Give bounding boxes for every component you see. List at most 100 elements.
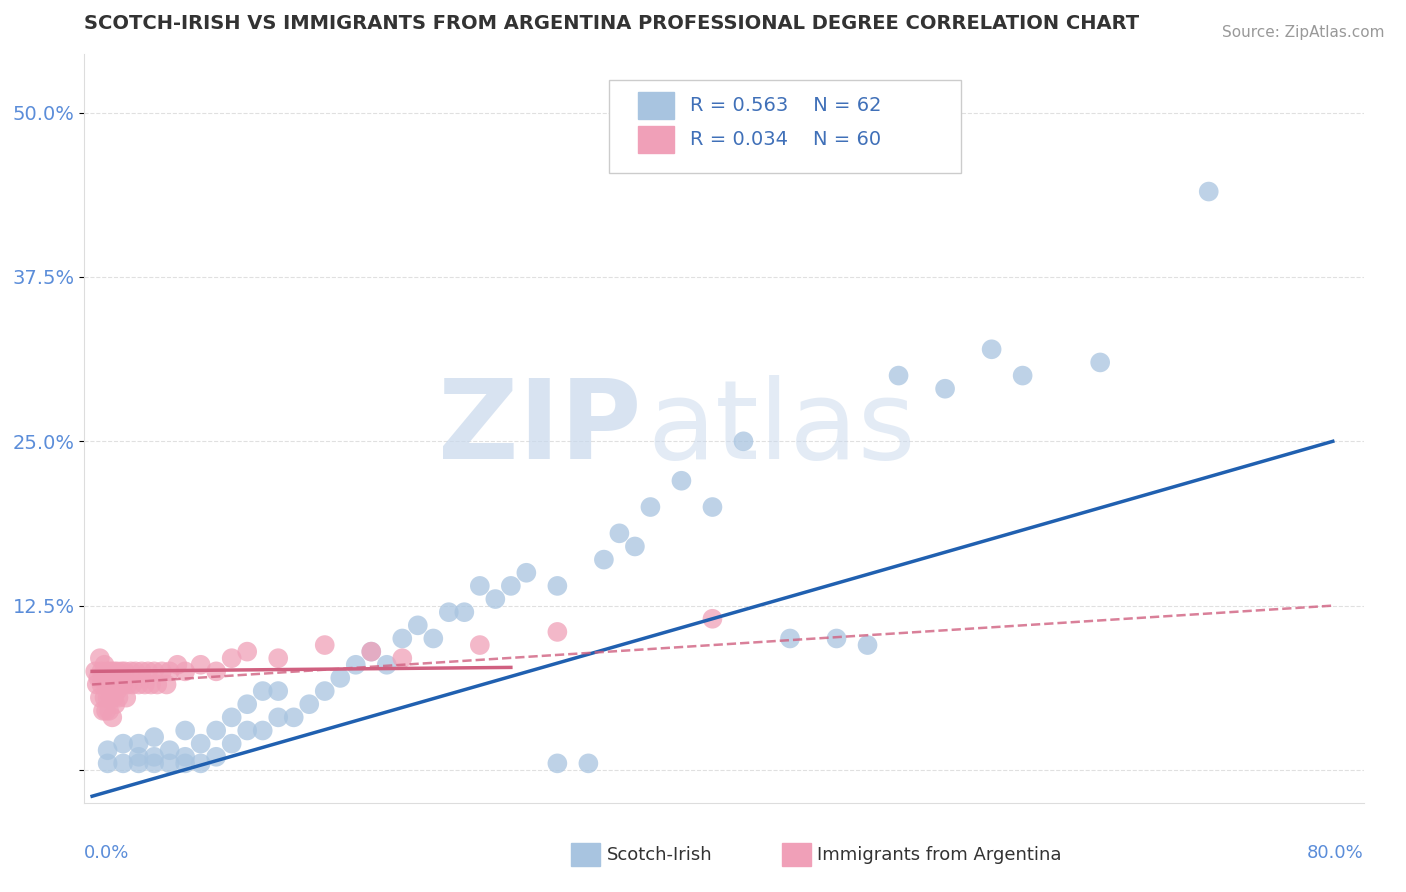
Point (112, 737, 135, 751)
Point (484, 592, 506, 607)
Point (103, 690, 125, 705)
Point (468, 579, 491, 593)
FancyBboxPatch shape (638, 92, 675, 119)
Point (128, 737, 150, 751)
Point (128, 756, 150, 771)
Point (236, 723, 259, 738)
Point (609, 526, 631, 541)
Point (546, 624, 568, 639)
Point (174, 749, 197, 764)
Point (87, 671, 110, 685)
Point (124, 665, 146, 679)
Point (593, 552, 616, 566)
Point (856, 638, 879, 652)
Point (360, 645, 382, 659)
Point (166, 657, 188, 672)
Point (391, 632, 413, 646)
Point (91, 704, 114, 718)
Point (283, 710, 305, 724)
Text: Source: ZipAtlas.com: Source: ZipAtlas.com (1222, 25, 1385, 40)
Point (139, 677, 162, 691)
Point (103, 665, 125, 679)
Point (90, 677, 112, 691)
Point (117, 677, 139, 691)
Point (101, 677, 124, 691)
Point (174, 756, 197, 771)
Point (98, 677, 121, 691)
FancyBboxPatch shape (609, 79, 960, 173)
Point (97, 665, 120, 679)
Point (1198, 185, 1220, 199)
Point (422, 632, 444, 646)
Point (314, 638, 336, 652)
Point (101, 710, 124, 724)
Point (100, 665, 122, 679)
Point (1088, 355, 1111, 369)
Point (640, 500, 662, 514)
Point (97, 756, 120, 771)
Point (112, 677, 135, 691)
Point (190, 657, 212, 672)
Point (624, 540, 647, 554)
Point (89, 690, 111, 705)
Point (733, 434, 755, 449)
Point (252, 684, 274, 698)
Point (468, 638, 491, 652)
Point (105, 665, 128, 679)
Point (100, 690, 122, 705)
Point (360, 645, 382, 659)
Point (143, 749, 166, 764)
Point (104, 697, 127, 711)
Point (174, 723, 197, 738)
Text: ZIP: ZIP (437, 375, 641, 482)
Point (94, 677, 117, 691)
Point (146, 677, 169, 691)
Point (221, 737, 243, 751)
Point (825, 632, 848, 646)
Point (107, 690, 129, 705)
Point (546, 579, 568, 593)
Point (108, 677, 131, 691)
FancyBboxPatch shape (638, 126, 675, 153)
Point (121, 677, 143, 691)
Text: Scotch-Irish: Scotch-Irish (606, 846, 711, 863)
Point (980, 343, 1002, 357)
Point (205, 723, 228, 738)
Point (671, 474, 693, 488)
Point (375, 657, 398, 672)
Point (143, 756, 166, 771)
Point (779, 632, 801, 646)
Point (150, 665, 173, 679)
Point (112, 756, 135, 771)
Point (98, 704, 121, 718)
Point (93, 657, 115, 672)
Text: R = 0.563    N = 62: R = 0.563 N = 62 (689, 95, 882, 115)
Point (236, 645, 259, 659)
Point (159, 756, 181, 771)
Point (159, 743, 181, 757)
Point (329, 671, 352, 685)
Text: SCOTCH-IRISH VS IMMIGRANTS FROM ARGENTINA PROFESSIONAL DEGREE CORRELATION CHART: SCOTCH-IRISH VS IMMIGRANTS FROM ARGENTIN… (84, 13, 1139, 32)
FancyBboxPatch shape (571, 843, 600, 866)
Text: R = 0.034    N = 60: R = 0.034 N = 60 (689, 130, 880, 149)
Point (515, 566, 537, 580)
Point (453, 605, 475, 619)
Point (391, 651, 413, 665)
Point (84, 665, 107, 679)
Text: Immigrants from Argentina: Immigrants from Argentina (817, 846, 1062, 863)
Point (344, 657, 367, 672)
Point (115, 690, 138, 705)
Text: 80.0%: 80.0% (1308, 844, 1364, 862)
Point (110, 665, 132, 679)
Point (499, 579, 522, 593)
Point (97, 743, 120, 757)
Point (406, 618, 429, 632)
Point (94, 704, 117, 718)
Point (190, 737, 212, 751)
Point (89, 651, 111, 665)
Point (298, 697, 321, 711)
Point (114, 665, 136, 679)
FancyBboxPatch shape (782, 843, 811, 866)
Point (887, 368, 910, 383)
Point (143, 730, 166, 744)
